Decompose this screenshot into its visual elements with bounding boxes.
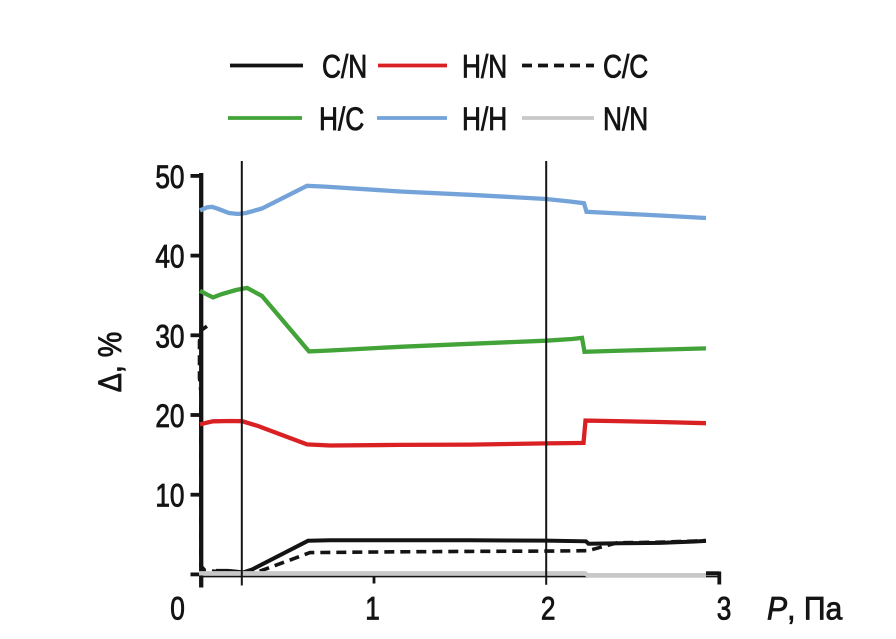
svg-text:0: 0: [170, 591, 185, 627]
svg-text:N/N: N/N: [603, 101, 648, 137]
svg-text:20: 20: [155, 398, 184, 434]
svg-text:2: 2: [541, 591, 556, 627]
svg-text:Δ, %: Δ, %: [92, 332, 128, 393]
svg-text:C/C: C/C: [603, 49, 648, 85]
svg-text:H/N: H/N: [462, 49, 507, 85]
svg-text:40: 40: [155, 239, 184, 275]
svg-text:H/C: H/C: [319, 101, 364, 137]
svg-text:50: 50: [155, 159, 184, 195]
svg-text:H/H: H/H: [462, 101, 507, 137]
svg-text:1: 1: [365, 591, 380, 627]
svg-text:10: 10: [155, 478, 184, 514]
svg-text:P, Па: P, Па: [767, 591, 843, 627]
svg-text:30: 30: [155, 319, 184, 355]
svg-text:3: 3: [717, 591, 732, 627]
svg-text:C/N: C/N: [322, 49, 367, 85]
